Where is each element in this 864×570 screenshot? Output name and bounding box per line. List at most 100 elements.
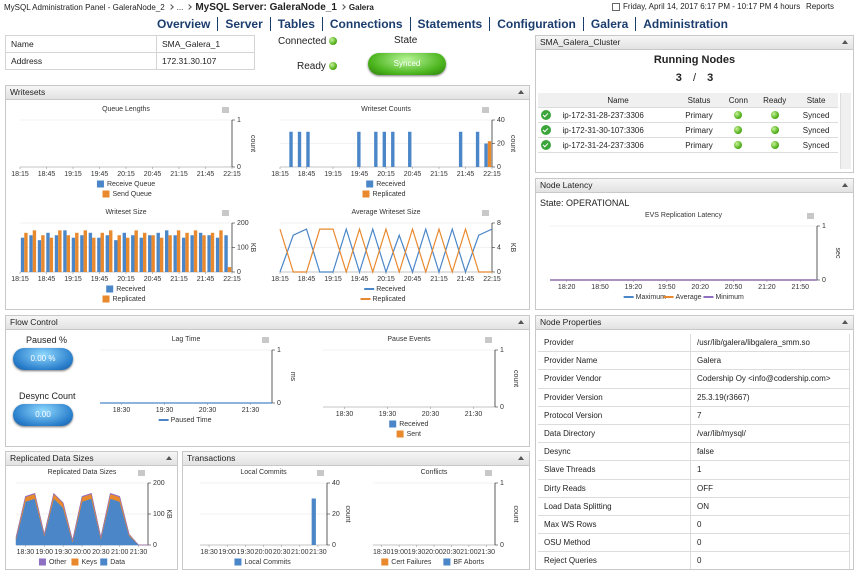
info-row: Address 172.31.30.107 <box>5 52 255 70</box>
nav-item[interactable]: Server <box>217 17 270 31</box>
crumb[interactable]: MySQL Administration Panel - GaleraNode_… <box>4 3 165 12</box>
top-bar: MySQL Administration Panel - GaleraNode_… <box>0 0 864 14</box>
property-row: OSU Method 0 <box>538 533 850 553</box>
nav-item[interactable]: Configuration <box>489 17 583 31</box>
icon-cell <box>538 107 560 123</box>
property-row: Reject Queries 0 <box>538 551 850 569</box>
icon-cell <box>538 137 560 153</box>
chevron <box>167 4 174 10</box>
property-row: Data Directory/var/lib/mysql/ <box>538 424 850 444</box>
ready-dot-cell <box>755 122 795 138</box>
state-label: State <box>394 35 418 46</box>
property-name: Data Directory <box>538 424 691 444</box>
chevron <box>186 4 193 10</box>
node-status: Primary <box>676 137 722 153</box>
cluster-panel: SMA_Galera_Cluster Running Nodes 3 / 3 N… <box>535 35 854 173</box>
property-row: Provider Vendor Codership Oy <info@coders… <box>538 369 850 389</box>
nav-item[interactable]: Statements <box>409 17 490 31</box>
nav-item[interactable]: Overview <box>157 17 211 31</box>
status-dot <box>329 37 338 46</box>
property-value: 7 <box>690 406 850 425</box>
info-table: Name SMA_Galera_1 Address 172.31.30.107 <box>5 35 255 70</box>
panel-header: Flow Control <box>6 316 529 330</box>
latency-panel: Node Latency State: OPERATIONAL <box>535 178 854 310</box>
property-value: /usr/lib/galera/libgalera_smm.so <box>690 334 850 353</box>
node-status: Primary <box>676 122 722 138</box>
ready-dot <box>770 141 779 150</box>
info-cell: 172.31.30.107 <box>156 52 255 70</box>
panel-header: Node Latency <box>536 179 853 193</box>
latency-state: State: OPERATIONAL <box>540 198 630 208</box>
panel-header: Replicated Data Sizes <box>6 452 177 466</box>
header-row: Name Status Conn Ready State <box>538 93 838 108</box>
property-value: 0 <box>690 551 850 569</box>
icon-col <box>538 93 560 108</box>
ready-dot <box>770 111 779 120</box>
info-cell: SMA_Galera_1 <box>156 35 255 53</box>
property-row: Desync false <box>538 442 850 462</box>
desync-value: 0.00 <box>13 404 73 426</box>
connected: Connected <box>278 36 338 47</box>
column-header: Conn <box>721 93 756 108</box>
node-status: Primary <box>676 107 722 123</box>
nav-item[interactable]: Galera <box>582 17 636 31</box>
nav-item[interactable]: Connections <box>321 17 410 31</box>
nav-item[interactable]: Administration <box>635 17 735 31</box>
property-name: Dirty Reads <box>538 479 691 498</box>
time-range-text: Friday, April 14, 2017 6:17 PM - 10:17 P… <box>623 2 801 11</box>
property-name: Provider Vendor <box>538 369 691 389</box>
paused-value: 0.00 % <box>13 348 73 370</box>
node-state: Synced <box>794 122 838 138</box>
running: 3 <box>675 72 682 84</box>
replicated-panel: Replicated Data Sizes <box>5 451 178 570</box>
ok-icon <box>541 125 551 135</box>
node-name: ip-172-31-28-237:3306 <box>559 107 677 123</box>
total: 3 <box>707 72 714 84</box>
properties-panel: Node Properties Provider/usr/lib/galera/… <box>535 315 854 570</box>
conn-dot <box>734 111 743 120</box>
property-value: OFF <box>690 479 850 498</box>
property-row: Protocol Version 7 <box>538 406 850 425</box>
nav-item[interactable]: Tables <box>269 17 322 31</box>
property-value: Codership Oy <info@codership.com> <box>690 369 850 389</box>
ready-dot <box>770 126 779 135</box>
column-header: State <box>794 93 838 108</box>
property-row: Provider Name Galera <box>538 351 850 371</box>
calendar-icon <box>612 2 620 11</box>
ready-label: Ready <box>297 61 326 72</box>
crumb[interactable]: ... <box>176 3 184 12</box>
property-row: Dirty Reads OFF <box>538 479 850 498</box>
property-value: false <box>690 442 850 462</box>
panel-header: Transactions <box>183 452 529 466</box>
column-header: Status <box>676 93 722 108</box>
node-name: ip-172-31-30-107:3306 <box>559 122 677 138</box>
scrollbar[interactable] <box>840 93 851 169</box>
property-name: Desync <box>538 442 691 462</box>
reports[interactable]: Reports <box>806 2 835 11</box>
info-cell: Name <box>5 35 157 53</box>
crumb[interactable]: MySQL Server: GaleraNode_1 <box>195 2 337 13</box>
desync-label: Desync Count <box>19 391 76 401</box>
paused-label: Paused % <box>26 335 68 345</box>
time-range[interactable]: Friday, April 14, 2017 6:17 PM - 10:17 P… <box>612 2 800 11</box>
node-row: ip-172-31-30-107:3306 Primary Synced <box>538 122 838 138</box>
chevron <box>340 4 346 10</box>
panel-header: Node Properties <box>536 316 853 330</box>
property-name: Reject Queries <box>538 551 691 569</box>
conn-dot-cell <box>721 107 756 123</box>
conn-dot-cell <box>721 122 756 138</box>
separator: / <box>692 72 697 84</box>
property-name: OSU Method <box>538 533 691 553</box>
property-value: 0 <box>690 533 850 553</box>
column-header: Ready <box>755 93 795 108</box>
info-row: Name SMA_Galera_1 <box>5 35 255 53</box>
property-name: Slave Threads <box>538 460 691 480</box>
panel-header: Writesets <box>6 86 529 100</box>
property-row: Provider/usr/lib/galera/libgalera_smm.so <box>538 334 850 353</box>
property-name: Provider <box>538 334 691 353</box>
conn-dot <box>734 141 743 150</box>
writesets-panel: Writesets <box>5 85 530 310</box>
property-row: Max WS Rows 0 <box>538 515 850 535</box>
crumb[interactable]: Galera <box>348 3 374 12</box>
conn-dot <box>734 126 743 135</box>
